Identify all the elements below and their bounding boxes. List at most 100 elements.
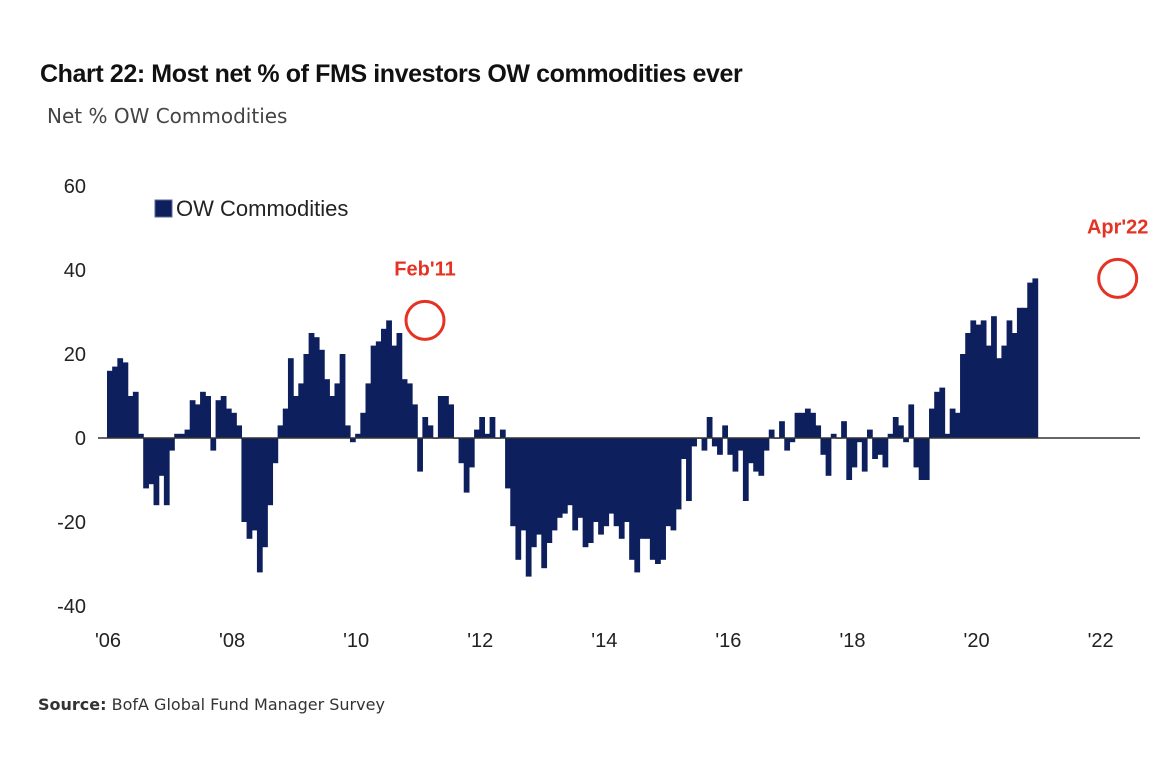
bar <box>748 438 754 464</box>
bar <box>143 438 149 489</box>
bar <box>324 379 330 438</box>
bar <box>675 438 682 510</box>
bar <box>727 438 734 455</box>
bar <box>551 438 558 531</box>
bar <box>1011 333 1018 438</box>
bar <box>287 358 294 438</box>
bar <box>629 438 635 560</box>
bar <box>225 408 232 438</box>
bar <box>804 408 811 438</box>
bar <box>737 438 744 451</box>
bar <box>510 438 517 527</box>
bar <box>210 438 217 451</box>
bar <box>866 429 873 438</box>
bar <box>923 438 930 480</box>
bar <box>572 438 579 531</box>
bar <box>970 320 977 438</box>
bar <box>768 429 775 438</box>
bar <box>649 438 656 560</box>
bar <box>174 433 180 438</box>
bar <box>200 391 206 438</box>
bar <box>856 438 863 443</box>
bar <box>644 438 651 539</box>
bar <box>887 433 894 438</box>
y-tick-label: -40 <box>57 596 86 618</box>
bar <box>561 438 568 514</box>
bar <box>1027 282 1034 438</box>
bar <box>810 412 816 438</box>
bar <box>898 425 904 438</box>
bar <box>463 438 470 493</box>
bar <box>691 438 697 447</box>
x-tick-label: '16 <box>715 630 741 652</box>
bar <box>468 438 475 468</box>
bar <box>722 425 728 438</box>
bar <box>179 433 186 438</box>
bar <box>784 438 791 451</box>
annotation-circle <box>404 299 446 341</box>
bar <box>1006 320 1013 438</box>
source-label: Source: <box>38 695 107 714</box>
chart-subtitle: Net % OW Commodities <box>47 104 288 128</box>
annotations: Feb'11 Apr'22 <box>394 216 1148 341</box>
bar <box>960 354 966 438</box>
bar <box>329 396 336 438</box>
bar <box>251 438 258 531</box>
bar <box>825 438 832 476</box>
bar <box>112 366 118 438</box>
bar <box>598 438 604 535</box>
y-tick-label: 60 <box>64 176 86 198</box>
bar <box>763 438 770 451</box>
bar <box>417 438 423 472</box>
annotation-label: Feb'11 <box>394 258 455 280</box>
source-text: BofA Global Fund Manager Survey <box>111 695 385 714</box>
bar <box>122 362 129 438</box>
bar <box>344 425 351 438</box>
bar <box>903 438 909 443</box>
bar <box>396 333 403 438</box>
bar <box>148 438 155 485</box>
bar <box>422 417 429 438</box>
bar <box>872 438 878 459</box>
bar <box>484 433 491 438</box>
bar <box>975 324 982 438</box>
bar <box>381 328 387 438</box>
bar <box>582 438 589 548</box>
bar <box>711 438 718 447</box>
bar <box>908 404 915 438</box>
bar <box>298 383 305 438</box>
bar <box>686 438 692 501</box>
bar <box>355 433 361 438</box>
legend-swatch <box>154 199 173 218</box>
bar <box>799 412 806 438</box>
bar <box>556 438 563 518</box>
bar <box>846 438 853 480</box>
bar <box>851 438 858 468</box>
bar <box>391 345 398 438</box>
bar <box>370 345 377 438</box>
bar <box>830 433 837 438</box>
bar <box>882 438 889 468</box>
bar <box>587 438 594 543</box>
bar <box>541 438 548 569</box>
bar <box>603 438 610 527</box>
x-tick-label: '12 <box>467 630 493 652</box>
bar <box>1001 345 1008 438</box>
bar <box>732 438 739 472</box>
bar <box>665 438 672 527</box>
bar <box>282 408 289 438</box>
bar <box>107 370 113 438</box>
bar <box>634 438 641 573</box>
bar <box>375 341 382 438</box>
bar <box>934 391 940 438</box>
bar <box>158 438 165 476</box>
bar <box>308 333 315 438</box>
bar <box>458 438 465 464</box>
legend: OW Commodities <box>154 196 348 221</box>
bar <box>236 425 243 438</box>
bar <box>613 438 620 527</box>
bar <box>624 438 630 522</box>
bars-series <box>107 278 1039 577</box>
chart-title: Chart 22: Most net % of FMS investors OW… <box>40 60 743 88</box>
bar <box>339 354 346 438</box>
